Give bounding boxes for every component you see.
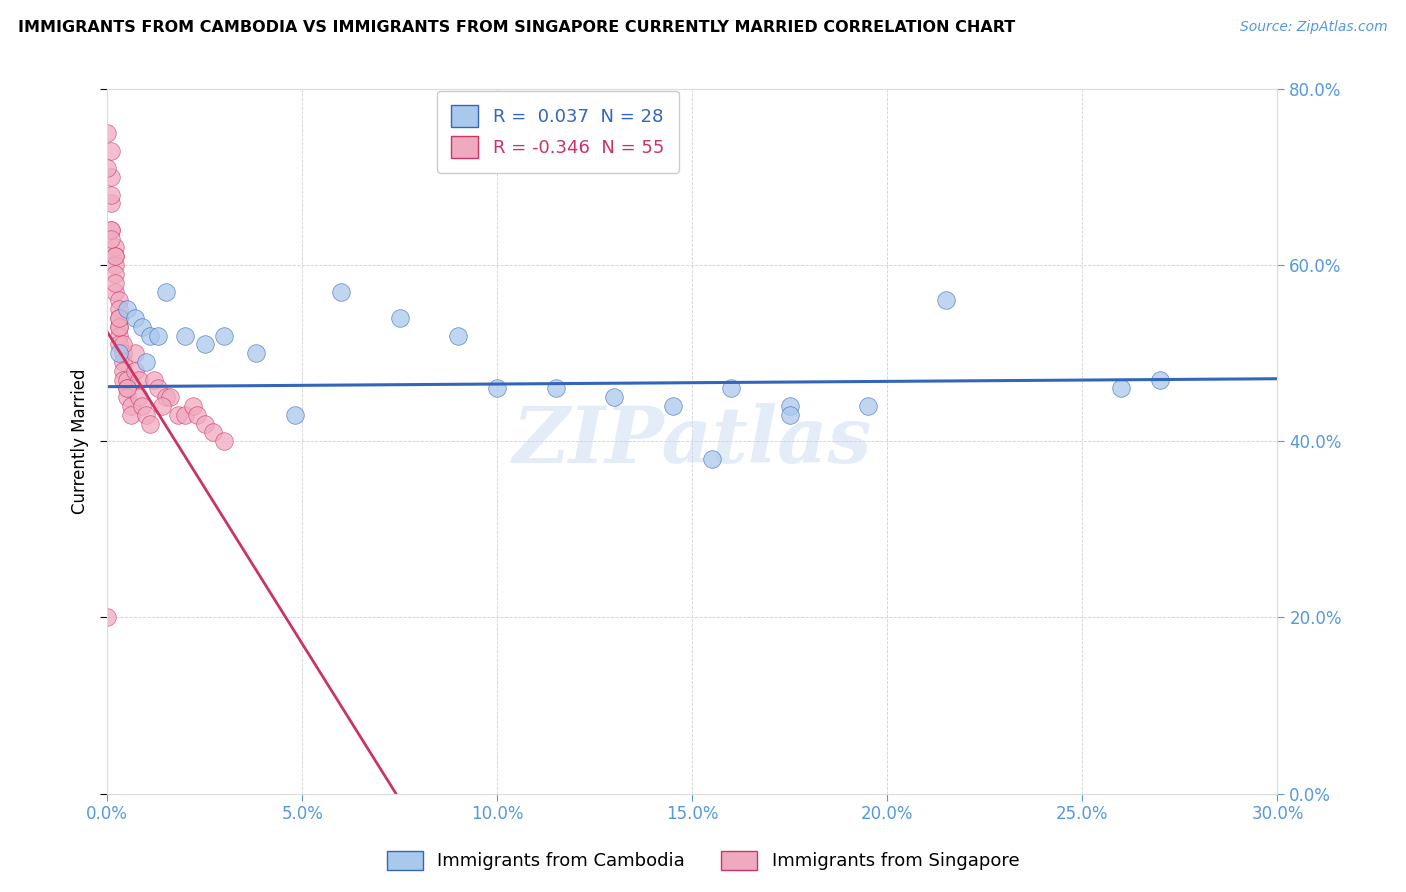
Point	[1149, 373, 1171, 387]
Point	[174, 408, 197, 422]
Point	[111, 337, 134, 351]
Point	[108, 337, 131, 351]
Point	[447, 328, 470, 343]
Point	[104, 285, 127, 299]
Point	[108, 319, 131, 334]
Point	[779, 399, 801, 413]
Point	[96, 126, 118, 140]
Point	[128, 373, 150, 387]
Point	[96, 161, 118, 176]
Point	[108, 310, 131, 325]
Point	[115, 390, 138, 404]
Point	[104, 249, 127, 263]
Point	[131, 319, 153, 334]
Point	[100, 169, 122, 184]
Point	[100, 187, 122, 202]
Point	[124, 310, 146, 325]
Point	[115, 302, 138, 317]
Point	[388, 310, 411, 325]
Point	[100, 232, 122, 246]
Point	[159, 390, 181, 404]
Point	[139, 328, 162, 343]
Point	[146, 328, 169, 343]
Text: ZIPatlas: ZIPatlas	[513, 403, 872, 480]
Point	[100, 223, 122, 237]
Point	[700, 451, 723, 466]
Legend: R =  0.037  N = 28, R = -0.346  N = 55: R = 0.037 N = 28, R = -0.346 N = 55	[437, 91, 679, 173]
Point	[186, 408, 208, 422]
Point	[143, 373, 166, 387]
Point	[108, 319, 131, 334]
Point	[201, 425, 224, 440]
Point	[108, 302, 131, 317]
Point	[1111, 381, 1133, 395]
Point	[108, 346, 131, 360]
Text: Source: ZipAtlas.com: Source: ZipAtlas.com	[1240, 20, 1388, 34]
Point	[100, 223, 122, 237]
Point	[174, 328, 197, 343]
Point	[603, 390, 626, 404]
Point	[166, 408, 188, 422]
Point	[96, 610, 118, 624]
Point	[115, 381, 138, 395]
Point	[100, 196, 122, 211]
Point	[544, 381, 567, 395]
Point	[135, 408, 157, 422]
Point	[194, 417, 217, 431]
Point	[135, 355, 157, 369]
Point	[104, 258, 127, 272]
Point	[115, 381, 138, 395]
Point	[128, 390, 150, 404]
Point	[146, 381, 169, 395]
Point	[155, 390, 177, 404]
Point	[108, 310, 131, 325]
Point	[115, 373, 138, 387]
Y-axis label: Currently Married: Currently Married	[72, 368, 89, 514]
Point	[720, 381, 742, 395]
Point	[150, 399, 173, 413]
Point	[214, 328, 236, 343]
Point	[124, 346, 146, 360]
Point	[856, 399, 879, 413]
Point	[779, 408, 801, 422]
Point	[662, 399, 685, 413]
Point	[100, 144, 122, 158]
Point	[486, 381, 509, 395]
Point	[104, 276, 127, 290]
Point	[139, 417, 162, 431]
Point	[108, 328, 131, 343]
Text: IMMIGRANTS FROM CAMBODIA VS IMMIGRANTS FROM SINGAPORE CURRENTLY MARRIED CORRELAT: IMMIGRANTS FROM CAMBODIA VS IMMIGRANTS F…	[18, 20, 1015, 35]
Point	[120, 408, 142, 422]
Point	[108, 293, 131, 308]
Point	[245, 346, 267, 360]
Point	[214, 434, 236, 449]
Point	[181, 399, 204, 413]
Point	[111, 346, 134, 360]
Point	[194, 337, 217, 351]
Point	[124, 364, 146, 378]
Point	[111, 355, 134, 369]
Point	[155, 285, 177, 299]
Point	[131, 399, 153, 413]
Point	[111, 364, 134, 378]
Point	[104, 249, 127, 263]
Point	[111, 373, 134, 387]
Point	[935, 293, 957, 308]
Legend: Immigrants from Cambodia, Immigrants from Singapore: Immigrants from Cambodia, Immigrants fro…	[380, 844, 1026, 878]
Point	[283, 408, 305, 422]
Point	[104, 240, 127, 254]
Point	[120, 399, 142, 413]
Point	[104, 267, 127, 281]
Point	[330, 285, 353, 299]
